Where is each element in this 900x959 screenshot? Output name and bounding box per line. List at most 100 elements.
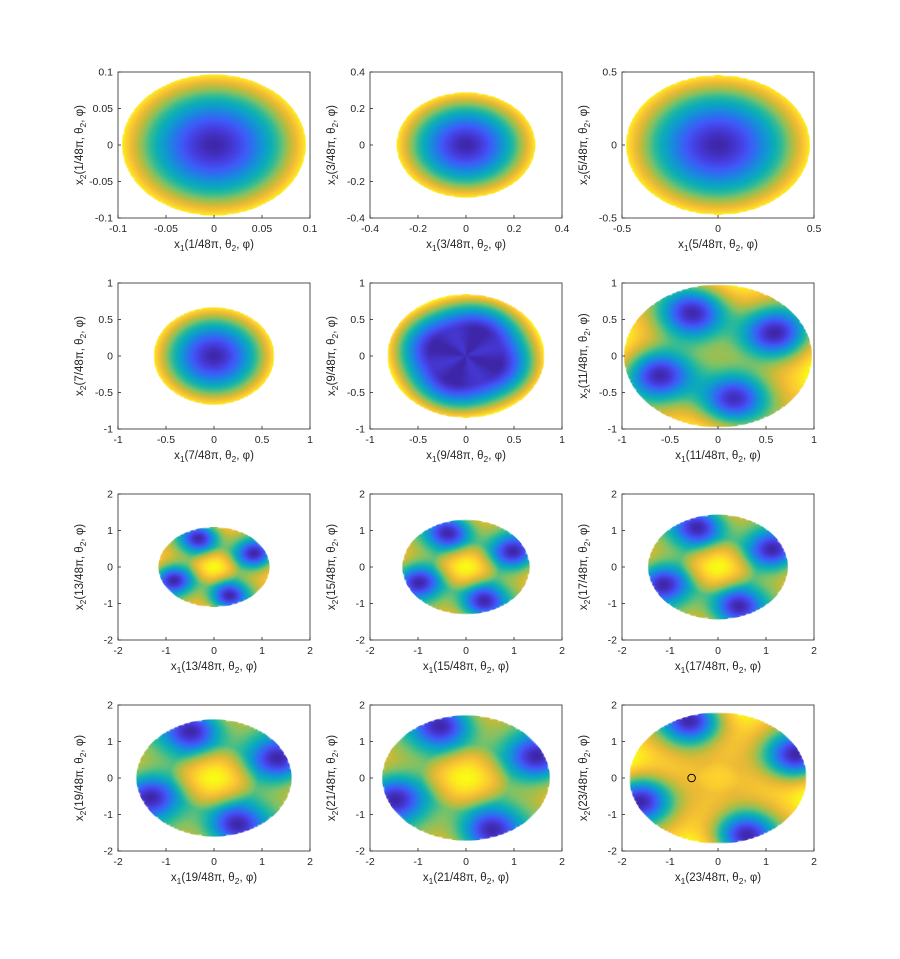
subplot-10: -2 -1 0 1 2 -2 -1 0 1 2 x1​(19/48π, θ2​, φ) x2​(19/… (74, 700, 313, 887)
y-tick-label: 0 (107, 773, 113, 785)
x-tick-label: -1 (617, 434, 626, 446)
x-tick-label: -0.5 (613, 223, 631, 235)
x-axis-label: x1​(1/48π, θ2​, φ) (174, 239, 254, 253)
y-tick-label: -0.05 (89, 176, 113, 188)
x-tick-label: 0.5 (507, 434, 522, 446)
x-tick-label: 0 (463, 856, 469, 868)
y-tick-label: 0 (359, 351, 365, 363)
y-tick-label: -0.4 (347, 213, 365, 225)
y-tick-label: 2 (611, 489, 617, 501)
x-tick-label: 2 (307, 856, 313, 868)
subplot-3: -0.5 0 0.5 -0.5 0 0.5 x1​(5/48π, θ2​, φ) x2​(5/… (578, 67, 821, 254)
x-tick-label: -2 (113, 856, 122, 868)
y-tick-label: -0.5 (599, 213, 617, 225)
x-tick-label: 1 (811, 434, 817, 446)
y-tick-label: 0.05 (93, 103, 114, 115)
y-tick-label: -1 (356, 809, 365, 821)
heatmap-field (647, 514, 789, 620)
x-tick-label: 0 (715, 434, 721, 446)
x-axis-label: x1​(9/48π, θ2​, φ) (426, 450, 506, 464)
y-tick-label: 0.5 (602, 67, 617, 79)
x-tick-label: 1 (511, 645, 517, 657)
y-tick-label: -0.2 (347, 176, 365, 188)
x-tick-label: 0.1 (303, 223, 318, 235)
x-tick-label: 0 (715, 223, 721, 235)
x-tick-label: 0 (463, 223, 469, 235)
heatmap-field (382, 715, 550, 841)
x-tick-label: -2 (113, 645, 122, 657)
heatmap-field (387, 293, 545, 419)
x-tick-label: 0.5 (807, 223, 822, 235)
x-tick-label: -0.5 (157, 434, 175, 446)
y-axis-label: x2​(1/48π, θ2​, φ) (74, 105, 88, 185)
heatmap-field (396, 92, 536, 198)
y-tick-label: 2 (107, 489, 113, 501)
x-axis-label: x1​(17/48π, θ2​, φ) (675, 661, 761, 675)
subplot-4: -1 -0.5 0 0.5 1 -1 -0.5 0 0.5 1 x1​(7/48π, θ2​, φ)… (74, 278, 313, 465)
x-tick-label: -1 (413, 856, 422, 868)
y-tick-label: 1 (359, 736, 365, 748)
heatmap-field (153, 307, 275, 405)
y-tick-label: -1 (104, 809, 113, 821)
x-tick-label: 0.5 (759, 434, 774, 446)
y-tick-label: -1 (356, 424, 365, 436)
y-tick-label: -1 (608, 809, 617, 821)
y-tick-label: 1 (611, 278, 617, 290)
x-tick-label: 2 (559, 856, 565, 868)
subplot-7: -2 -1 0 1 2 -2 -1 0 1 2 x1​(13/48π, θ2​, φ) x2​(13/… (74, 489, 313, 676)
y-tick-label: 1 (107, 278, 113, 290)
y-tick-label: 1 (611, 736, 617, 748)
heatmap-field (136, 719, 292, 837)
y-tick-label: 0 (359, 140, 365, 152)
y-tick-label: 1 (611, 525, 617, 537)
y-tick-label: -1 (104, 424, 113, 436)
heatmap-field (121, 74, 307, 216)
y-tick-label: -2 (104, 846, 113, 858)
y-tick-label: 0.5 (602, 314, 617, 326)
y-tick-label: 0.2 (350, 103, 365, 115)
y-axis-label: x2​(9/48π, θ2​, φ) (326, 316, 340, 396)
x-tick-label: -1 (413, 645, 422, 657)
x-tick-label: 1 (259, 645, 265, 657)
heatmap-field (629, 712, 807, 844)
subplot-9: -2 -1 0 1 2 -2 -1 0 1 2 x1​(17/48π, θ2​, φ) x2​(17/… (578, 489, 817, 676)
y-axis-label: x2​(11/48π, θ2​, φ) (578, 313, 592, 399)
x-tick-label: -1 (365, 434, 374, 446)
x-axis-label: x1​(7/48π, θ2​, φ) (174, 450, 254, 464)
x-tick-label: 1 (559, 434, 565, 446)
x-tick-label: 0 (463, 645, 469, 657)
x-tick-label: 0.4 (555, 223, 570, 235)
y-tick-label: -0.5 (95, 387, 113, 399)
x-axis-label: x1​(21/48π, θ2​, φ) (423, 872, 509, 886)
y-tick-label: -2 (104, 635, 113, 647)
y-tick-label: 2 (359, 489, 365, 501)
x-tick-label: 0 (211, 223, 217, 235)
subplot-6: -1 -0.5 0 0.5 1 -1 -0.5 0 0.5 1 x1​(11/48π, θ2​, φ… (578, 278, 817, 465)
marker-point (687, 773, 696, 783)
y-tick-label: 1 (359, 525, 365, 537)
x-tick-label: -0.5 (661, 434, 679, 446)
y-tick-label: 1 (107, 525, 113, 537)
x-tick-label: -0.5 (409, 434, 427, 446)
x-tick-label: 1 (307, 434, 313, 446)
x-tick-label: -2 (365, 856, 374, 868)
x-tick-label: -0.1 (109, 223, 127, 235)
y-tick-label: 2 (611, 700, 617, 712)
y-tick-label: 0 (611, 562, 617, 574)
y-axis-label: x2​(23/48π, θ2​, φ) (578, 735, 592, 821)
y-tick-label: 0 (611, 140, 617, 152)
x-axis-label: x1​(23/48π, θ2​, φ) (675, 872, 761, 886)
x-tick-label: -1 (665, 645, 674, 657)
heatmap-field (402, 519, 530, 615)
x-tick-label: -1 (161, 856, 170, 868)
y-tick-label: -1 (356, 598, 365, 610)
x-tick-label: 0 (211, 645, 217, 657)
y-tick-label: 0 (107, 140, 113, 152)
y-tick-label: -0.5 (599, 387, 617, 399)
y-tick-label: 1 (359, 278, 365, 290)
subplot-12: -2 -1 0 1 2 -2 -1 0 1 2 x1​(23/48π, θ2​, φ) x2​(23/… (578, 700, 817, 887)
heatmap-field (625, 74, 811, 216)
y-axis-label: x2​(19/48π, θ2​, φ) (74, 735, 88, 821)
x-tick-label: 0.2 (507, 223, 522, 235)
